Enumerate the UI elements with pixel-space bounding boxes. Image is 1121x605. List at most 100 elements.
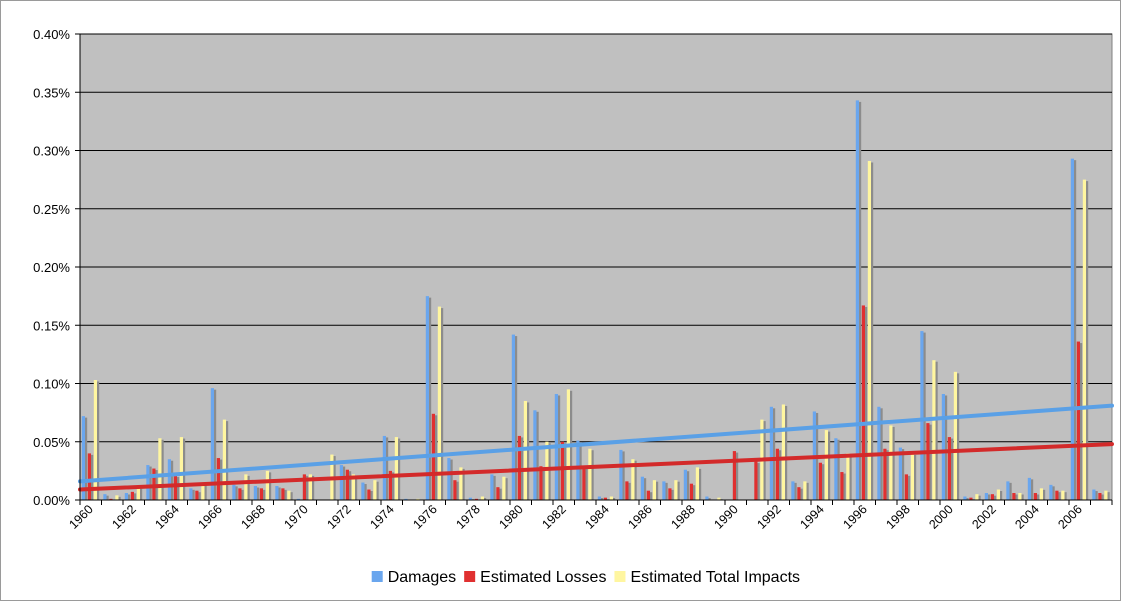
bar-shadow	[450, 459, 453, 500]
bar-shadow	[1086, 181, 1089, 500]
bar	[437, 306, 441, 500]
bar	[502, 476, 506, 500]
bar	[173, 475, 177, 500]
bar-shadow	[484, 498, 487, 500]
bar	[416, 498, 420, 500]
bar	[244, 474, 248, 500]
y-tick-label: 0.15%	[33, 318, 70, 333]
bar	[1082, 179, 1086, 500]
bar	[781, 404, 785, 500]
bar-shadow	[837, 439, 840, 500]
bar	[947, 437, 951, 500]
bar-shadow	[499, 488, 502, 500]
bar	[124, 493, 128, 500]
bar-shadow	[591, 450, 594, 500]
bar	[302, 474, 306, 500]
trendline	[78, 442, 1114, 492]
bar	[195, 490, 199, 500]
bar-shadow	[929, 424, 932, 500]
y-tick-label: 0.00%	[33, 493, 70, 508]
bar	[103, 494, 107, 500]
bar	[695, 467, 699, 500]
x-tick-label: 1970	[281, 502, 311, 532]
bar	[1092, 489, 1096, 500]
bar	[1104, 490, 1108, 500]
bar-shadow	[247, 475, 250, 500]
bar	[496, 487, 500, 500]
x-axis: 1960 1962 1964 1966 1968 1970 1972 1974 1976 1978…	[66, 499, 1113, 532]
y-tick-label: 0.35%	[33, 85, 70, 100]
bar-shadow	[564, 443, 567, 500]
bar	[603, 497, 607, 500]
bar-shadow	[198, 492, 201, 500]
bar-shadow	[226, 421, 229, 500]
bar-shadow	[677, 481, 680, 500]
bar-shadow	[171, 460, 174, 500]
bar	[597, 496, 601, 500]
x-tick-label: 1986	[625, 502, 655, 532]
bar-shadow	[1107, 492, 1110, 500]
bar-shadow	[278, 487, 281, 500]
bar-shadow	[978, 495, 981, 500]
x-tick-label: 2002	[969, 502, 999, 532]
y-tick-label: 0.40%	[33, 27, 70, 42]
bar	[1049, 484, 1053, 500]
x-tick-label: 1968	[238, 502, 268, 532]
x-tick-label: 1962	[109, 502, 139, 532]
bar	[474, 498, 478, 500]
bar	[588, 448, 592, 500]
bar-shadow	[613, 498, 616, 500]
bar-shadow	[192, 489, 195, 500]
bar	[232, 484, 236, 500]
bar	[87, 453, 91, 500]
bar	[382, 435, 386, 500]
bar	[834, 438, 838, 500]
bar-shadow	[650, 492, 653, 500]
bar	[941, 393, 945, 500]
bar	[480, 496, 484, 500]
y-tick-label: 0.05%	[33, 435, 70, 450]
legend-swatch	[464, 571, 476, 582]
bar-shadow	[364, 484, 367, 500]
bar	[216, 458, 220, 500]
bar-shadow	[263, 489, 266, 500]
bar	[136, 487, 140, 500]
bar	[932, 360, 936, 500]
bar-shadow	[398, 438, 401, 500]
bar-shadow	[957, 373, 960, 500]
bar-shadow	[441, 308, 444, 500]
bar-shadow	[579, 442, 582, 500]
bar-shadow	[134, 493, 137, 500]
bar	[576, 440, 580, 500]
x-tick-label: 2000	[926, 502, 956, 532]
bar-shadow	[515, 336, 518, 500]
bar-shadow	[693, 485, 696, 500]
bar-shadow	[886, 450, 889, 500]
bar	[646, 490, 650, 500]
bar-shadow	[214, 389, 217, 500]
bar-shadow	[1095, 491, 1098, 500]
bar	[388, 470, 392, 500]
bar	[1018, 493, 1022, 500]
bar-shadow	[794, 482, 797, 500]
bar-shadow	[97, 381, 100, 500]
bar-shadow	[505, 478, 508, 500]
bar	[1012, 493, 1016, 500]
bar-shadow	[865, 306, 868, 500]
bar-shadow	[349, 471, 352, 500]
bar-shadow	[106, 495, 109, 500]
bar-shadow	[536, 411, 539, 500]
bar-shadow	[183, 438, 186, 500]
bar-shadow	[800, 488, 803, 500]
y-tick-label: 0.20%	[33, 260, 70, 275]
bar-shadow	[806, 482, 809, 500]
bar-shadow	[656, 481, 659, 500]
bar	[275, 486, 279, 500]
x-tick-label: 2006	[1055, 502, 1085, 532]
legend-label: Damages	[388, 569, 456, 586]
bar	[259, 488, 263, 500]
bar	[662, 481, 666, 500]
bar	[883, 448, 887, 500]
bar	[115, 495, 119, 500]
